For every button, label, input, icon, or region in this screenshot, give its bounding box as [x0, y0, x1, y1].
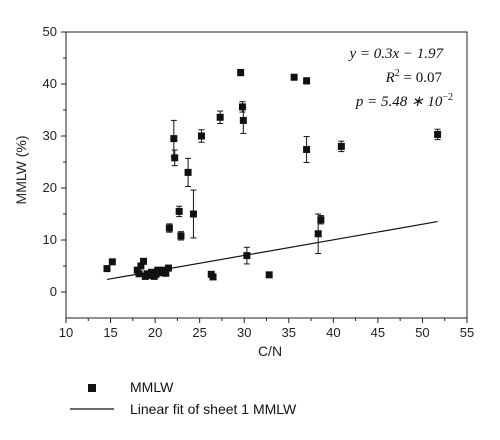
- data-point: [108, 258, 116, 266]
- x-tick-label: 45: [371, 325, 385, 340]
- data-point: [337, 142, 345, 150]
- data-point: [175, 207, 183, 215]
- data-point: [152, 270, 160, 278]
- x-tick-label: 10: [59, 325, 73, 340]
- data-point: [164, 264, 172, 272]
- data-point: [317, 216, 325, 224]
- fit-annotation: y = 0.3x − 1.97 R2 = 0.07 p = 5.48 ∗ 10−…: [347, 46, 453, 110]
- legend-label-mmlw: MMLW: [130, 379, 174, 395]
- fit-equation: y = 0.3x − 1.97: [347, 46, 444, 62]
- y-tick-label: 20: [43, 180, 57, 195]
- data-point: [103, 265, 111, 273]
- legend: MMLW Linear fit of sheet 1 MMLW: [70, 379, 297, 417]
- data-point: [290, 73, 298, 81]
- data-point: [216, 113, 224, 121]
- r2-exponent: 2: [395, 68, 400, 79]
- y-tick-label: 40: [43, 76, 57, 91]
- y-tick-label: 50: [43, 24, 57, 39]
- x-tick-label: 50: [415, 325, 429, 340]
- x-tick-label: 35: [282, 325, 296, 340]
- data-point: [177, 232, 185, 240]
- data-point: [209, 273, 217, 281]
- r2-value: = 0.07: [400, 70, 443, 86]
- fit-r-squared: R2 = 0.07: [385, 68, 443, 86]
- data-point: [137, 262, 145, 270]
- legend-marker-square: [88, 384, 96, 392]
- x-tick-label: 20: [148, 325, 162, 340]
- y-tick-label: 30: [43, 128, 57, 143]
- y-axis: 0 10 20 30 40 50: [43, 24, 66, 299]
- y-tick-label: 0: [50, 284, 57, 299]
- data-point: [135, 270, 143, 278]
- data-point: [303, 146, 311, 154]
- data-point: [434, 130, 442, 138]
- r2-prefix: R: [385, 70, 395, 86]
- x-tick-label: 55: [460, 325, 474, 340]
- data-point: [243, 252, 251, 260]
- p-exponent: −2: [442, 92, 453, 103]
- data-point: [303, 77, 311, 85]
- data-point: [171, 154, 179, 162]
- data-point: [239, 116, 247, 124]
- x-tick-label: 40: [326, 325, 340, 340]
- data-point: [165, 224, 173, 232]
- data-point: [140, 257, 148, 265]
- data-point: [265, 271, 273, 279]
- data-point: [237, 69, 245, 77]
- x-tick-label: 15: [103, 325, 117, 340]
- data-point: [133, 266, 141, 274]
- data-point: [314, 230, 322, 238]
- x-axis-label: C/N: [258, 343, 282, 359]
- x-tick-label: 25: [192, 325, 206, 340]
- data-point: [148, 268, 156, 276]
- data-point: [197, 132, 205, 140]
- data-point: [189, 210, 197, 218]
- data-point: [170, 135, 178, 143]
- data-marks: [103, 68, 442, 281]
- fit-p-value: p = 5.48 ∗ 10−2: [355, 92, 453, 110]
- y-axis-label: MMLW (%): [13, 136, 29, 205]
- x-tick-label: 30: [237, 325, 251, 340]
- x-axis: 10 15 20 25 30 35 40 45 50 55: [59, 318, 474, 340]
- data-point: [162, 269, 170, 277]
- data-point: [238, 103, 246, 111]
- p-text: p = 5.48 ∗ 10: [355, 94, 443, 110]
- data-point: [184, 168, 192, 176]
- y-tick-label: 10: [43, 232, 57, 247]
- legend-label-fit: Linear fit of sheet 1 MMLW: [130, 401, 297, 417]
